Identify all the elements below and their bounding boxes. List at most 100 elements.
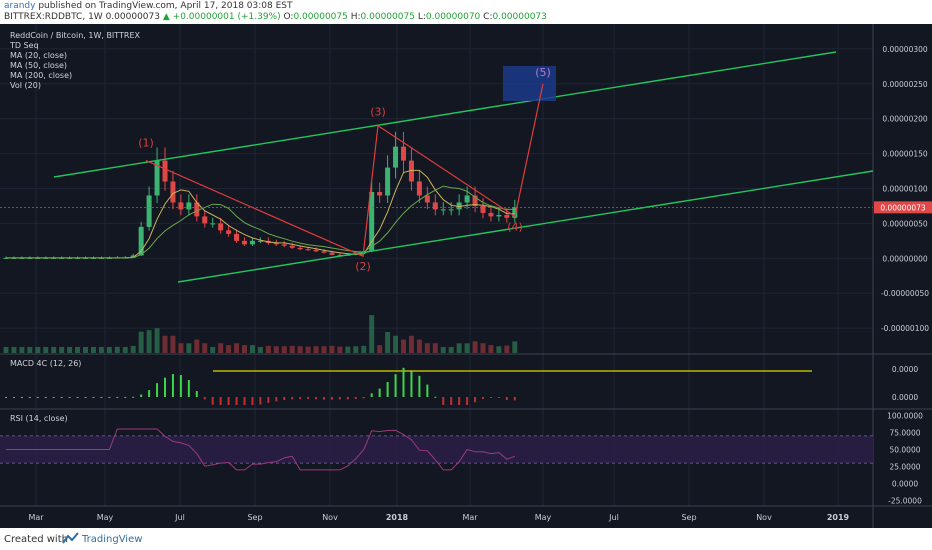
ohlc-open: 0.00000075 [293, 12, 348, 22]
macd-bar [259, 397, 262, 405]
tradingview-brand[interactable]: TradingView [82, 534, 143, 545]
legend-item: MA (20, close) [10, 51, 67, 60]
volume-bar [210, 347, 216, 353]
legend-item: ReddCoin / Bitcoin, 1W, BITTREX [10, 31, 141, 40]
rsi-title: RSI (14, close) [10, 414, 68, 423]
target-zone-box [503, 66, 556, 101]
candle-body [408, 160, 414, 182]
macd-bar [307, 397, 310, 399]
macd-bar [84, 397, 87, 398]
volume-bar [178, 343, 184, 353]
macd-bar [108, 397, 111, 398]
macd-bar [489, 397, 492, 398]
volume-bar [321, 346, 327, 353]
candle-body [464, 195, 470, 203]
time-tick-label: May [535, 513, 552, 522]
candle-body [43, 257, 49, 259]
candle-body [369, 191, 375, 252]
volume-bar [448, 347, 454, 353]
candle-body [313, 249, 319, 252]
time-tick-label: May [97, 513, 114, 522]
macd-bar [267, 397, 270, 403]
macd-bar [426, 384, 429, 397]
macd-bar [386, 382, 389, 397]
candle-body [273, 242, 279, 245]
volume-bar [249, 345, 255, 353]
candle [178, 194, 184, 216]
candle-body [210, 223, 216, 225]
wave-label: (4) [507, 220, 523, 233]
candle [401, 131, 406, 173]
candle-body [377, 191, 383, 196]
macd-bar [434, 396, 437, 398]
candle-body [289, 245, 295, 248]
volume-bar [90, 347, 96, 353]
candle [440, 202, 446, 216]
wave-label: (1) [138, 137, 154, 150]
price-tick-label: 0.00000250 [882, 80, 928, 89]
ma50-line [6, 185, 515, 259]
macd-bar [92, 397, 95, 398]
candle-body [440, 209, 446, 211]
macd-bar [211, 397, 214, 405]
candle-body [472, 195, 478, 206]
candle-body [154, 160, 160, 196]
macd-bar [330, 397, 333, 400]
volume-bar [472, 341, 478, 353]
volume-bar [106, 347, 112, 353]
candle-body [226, 230, 232, 234]
macd-bar [315, 397, 318, 400]
macd-bar [338, 397, 341, 400]
macd-bar [100, 397, 103, 398]
candle [424, 186, 430, 210]
candle-body [281, 244, 287, 246]
candle-body [242, 240, 247, 245]
price-tick-label: 0.00000200 [882, 115, 928, 124]
candle-body [305, 249, 311, 251]
price-tick-label: 0.00000150 [882, 150, 928, 159]
volume-bar [67, 347, 73, 353]
author-link[interactable]: arandy [4, 1, 36, 11]
volume-bar [98, 347, 104, 353]
candle-body [194, 202, 200, 217]
chart-canvas[interactable]: 0.00000300 0.00000250 0.00000200 0.00000150… [0, 24, 932, 528]
volume-bar [130, 345, 136, 353]
macd-bar [251, 397, 254, 405]
macd-bar [227, 397, 230, 405]
volume-bar [242, 345, 247, 353]
volume-bar [3, 347, 9, 353]
legend-item: MA (200, close) [10, 71, 72, 80]
time-tick-label: Sep [681, 513, 696, 522]
candle-body [448, 209, 454, 211]
macd-bar [235, 397, 238, 405]
macd-bar [323, 397, 325, 400]
volume-bar [35, 347, 41, 353]
volume-bar [83, 347, 88, 353]
candle [416, 170, 422, 204]
candle [385, 155, 391, 204]
volume-bar [504, 345, 510, 353]
tradingview-logo-icon[interactable] [62, 531, 80, 545]
macd-bar [346, 397, 349, 400]
candle-body [186, 202, 192, 210]
macd-title: MACD 4C (12, 26) [10, 359, 81, 368]
candle [488, 206, 494, 222]
wave-label: (5) [535, 66, 551, 79]
candle [210, 217, 216, 228]
legend-item: MA (50, close) [10, 61, 67, 70]
ohlc-low: 0.00000070 [425, 12, 481, 22]
candle [496, 208, 502, 222]
candle-body [27, 257, 33, 259]
macd-bar [450, 397, 453, 405]
candle-body [456, 202, 462, 210]
macd-bar [195, 391, 198, 397]
volume-bar [512, 341, 518, 353]
footer: Created with TradingView [0, 528, 932, 550]
volume-bar [218, 343, 224, 353]
candle-body [432, 202, 438, 210]
macd-bar [28, 397, 31, 398]
macd-bar [354, 397, 357, 399]
volume-bar [297, 346, 303, 353]
macd-bar [179, 375, 182, 397]
macd-bar [458, 397, 461, 405]
